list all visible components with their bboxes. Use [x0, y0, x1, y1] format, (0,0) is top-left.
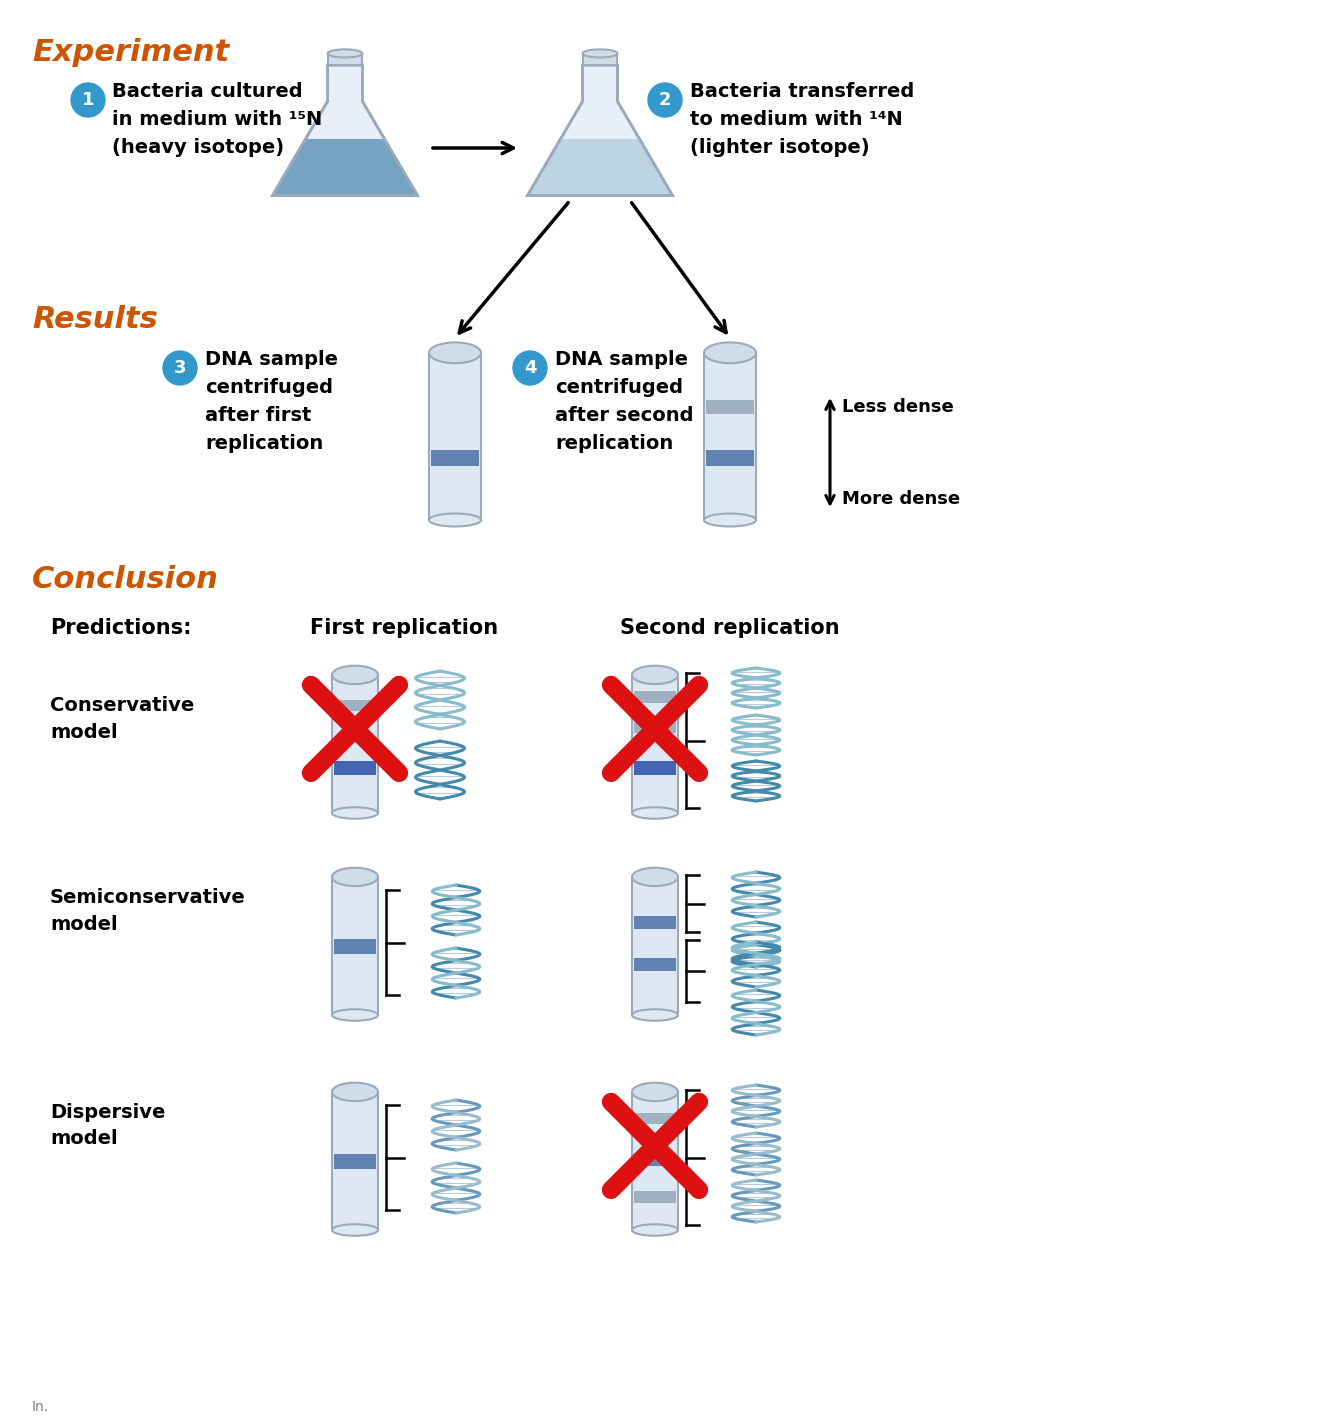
- Bar: [327, 54, 362, 65]
- Bar: [634, 916, 675, 929]
- Ellipse shape: [332, 868, 378, 886]
- Text: More dense: More dense: [842, 490, 961, 508]
- Text: Results: Results: [32, 304, 158, 334]
- Ellipse shape: [429, 514, 481, 527]
- Ellipse shape: [332, 666, 378, 684]
- Text: 1: 1: [82, 91, 94, 109]
- Text: DNA sample
centrifuged
after first
replication: DNA sample centrifuged after first repli…: [205, 350, 338, 453]
- Bar: [583, 54, 618, 65]
- Bar: [706, 450, 754, 466]
- Ellipse shape: [632, 1010, 678, 1021]
- Bar: [706, 399, 754, 413]
- Bar: [632, 1092, 678, 1231]
- Ellipse shape: [632, 1225, 678, 1236]
- Bar: [634, 1113, 675, 1124]
- Text: Less dense: Less dense: [842, 398, 954, 416]
- Circle shape: [649, 84, 682, 118]
- Ellipse shape: [632, 1083, 678, 1102]
- Bar: [334, 760, 377, 775]
- Circle shape: [513, 351, 547, 385]
- Circle shape: [163, 351, 197, 385]
- Text: Conclusion: Conclusion: [32, 565, 218, 593]
- Circle shape: [71, 84, 105, 118]
- Bar: [332, 877, 378, 1015]
- Bar: [634, 1191, 675, 1204]
- Bar: [634, 760, 675, 775]
- Ellipse shape: [632, 666, 678, 684]
- Bar: [634, 691, 675, 704]
- Text: 4: 4: [524, 360, 536, 377]
- Text: Second replication: Second replication: [620, 617, 840, 639]
- Ellipse shape: [327, 50, 362, 58]
- Text: Bacteria cultured
in medium with ¹⁵N
(heavy isotope): Bacteria cultured in medium with ¹⁵N (he…: [113, 82, 322, 157]
- Text: In.: In.: [32, 1400, 50, 1415]
- Ellipse shape: [632, 868, 678, 886]
- Bar: [429, 353, 481, 520]
- Text: First replication: First replication: [310, 617, 498, 639]
- Polygon shape: [272, 139, 418, 195]
- Bar: [334, 700, 377, 711]
- Ellipse shape: [429, 343, 481, 362]
- Ellipse shape: [332, 807, 378, 818]
- Bar: [634, 1153, 675, 1165]
- Ellipse shape: [583, 50, 618, 58]
- Text: Conservative
model: Conservative model: [50, 697, 194, 742]
- Ellipse shape: [704, 514, 756, 527]
- Ellipse shape: [704, 343, 756, 362]
- Text: Experiment: Experiment: [32, 38, 229, 67]
- Text: Predictions:: Predictions:: [50, 617, 192, 639]
- Text: Dispersive
model: Dispersive model: [50, 1103, 165, 1148]
- Polygon shape: [528, 139, 673, 195]
- Bar: [632, 675, 678, 813]
- Ellipse shape: [332, 1083, 378, 1102]
- Text: 3: 3: [174, 360, 186, 377]
- Polygon shape: [528, 65, 673, 195]
- Bar: [332, 1092, 378, 1231]
- Bar: [634, 722, 675, 733]
- Ellipse shape: [332, 1010, 378, 1021]
- Bar: [431, 450, 478, 466]
- Bar: [332, 675, 378, 813]
- Bar: [634, 959, 675, 971]
- Bar: [334, 939, 377, 953]
- Text: Semiconservative
model: Semiconservative model: [50, 888, 245, 933]
- Ellipse shape: [332, 1225, 378, 1236]
- Bar: [704, 353, 756, 520]
- Text: 2: 2: [659, 91, 671, 109]
- Bar: [632, 877, 678, 1015]
- Text: Bacteria transferred
to medium with ¹⁴N
(lighter isotope): Bacteria transferred to medium with ¹⁴N …: [690, 82, 914, 157]
- Bar: [334, 1154, 377, 1168]
- Text: DNA sample
centrifuged
after second
replication: DNA sample centrifuged after second repl…: [555, 350, 694, 453]
- Polygon shape: [272, 65, 418, 195]
- Ellipse shape: [632, 807, 678, 818]
